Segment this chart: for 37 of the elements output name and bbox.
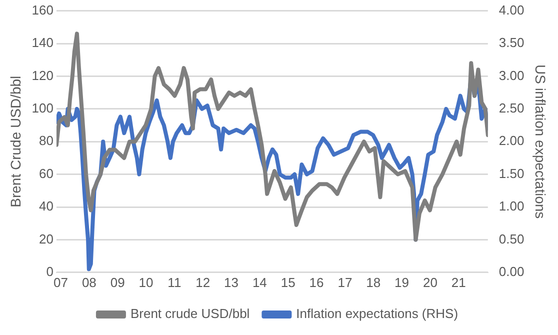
x-tick-label: 10 — [138, 274, 154, 290]
y-tick-label: 40 — [39, 198, 54, 214]
y-tick-label: 20 — [39, 231, 54, 246]
x-tick-label: 19 — [394, 274, 410, 290]
x-tick-label: 15 — [280, 274, 296, 290]
x-tick-label: 16 — [309, 274, 324, 290]
y-tick-label: 0 — [46, 264, 54, 279]
y2-tick-label: 2.50 — [498, 100, 524, 116]
y2-tick-label: 0.00 — [498, 264, 524, 279]
x-tick-label: 11 — [168, 274, 182, 290]
x-tick-label: 07 — [54, 274, 68, 290]
y2-axis-title: US inflation expectations — [532, 64, 549, 219]
y2-tick-label: 3.00 — [498, 68, 524, 83]
x-tick-label: 18 — [366, 274, 381, 290]
y2-tick-label: 1.00 — [498, 198, 524, 214]
y-axis-title: Brent Crude USD/bbl — [7, 76, 24, 208]
legend-label: Inflation expectations (RHS) — [296, 306, 458, 322]
x-tick-label: 14 — [252, 274, 267, 290]
x-tick-label: 13 — [224, 274, 239, 290]
y2-tick-label: 2.00 — [498, 133, 524, 148]
x-tick-label: 09 — [110, 274, 125, 290]
x-tick-label: 21 — [451, 274, 466, 290]
y2-tick-label: 0.50 — [498, 231, 524, 246]
x-tick-label: 12 — [196, 274, 210, 290]
y-tick-label: 160 — [32, 2, 54, 18]
legend-label: Brent crude USD/bbl — [130, 306, 250, 322]
y-tick-label: 80 — [39, 133, 54, 148]
x-tick-label: 20 — [422, 274, 438, 290]
y-tick-label: 100 — [32, 100, 54, 116]
x-tick-label: 17 — [338, 274, 352, 290]
y2-tick-label: 4.00 — [498, 2, 524, 18]
y2-tick-label: 1.50 — [498, 166, 524, 181]
y-tick-label: 60 — [39, 166, 54, 181]
y-tick-label: 120 — [32, 68, 54, 83]
x-tick-label: 08 — [82, 274, 96, 290]
y2-tick-label: 3.50 — [498, 35, 524, 50]
y-tick-label: 140 — [32, 35, 54, 50]
